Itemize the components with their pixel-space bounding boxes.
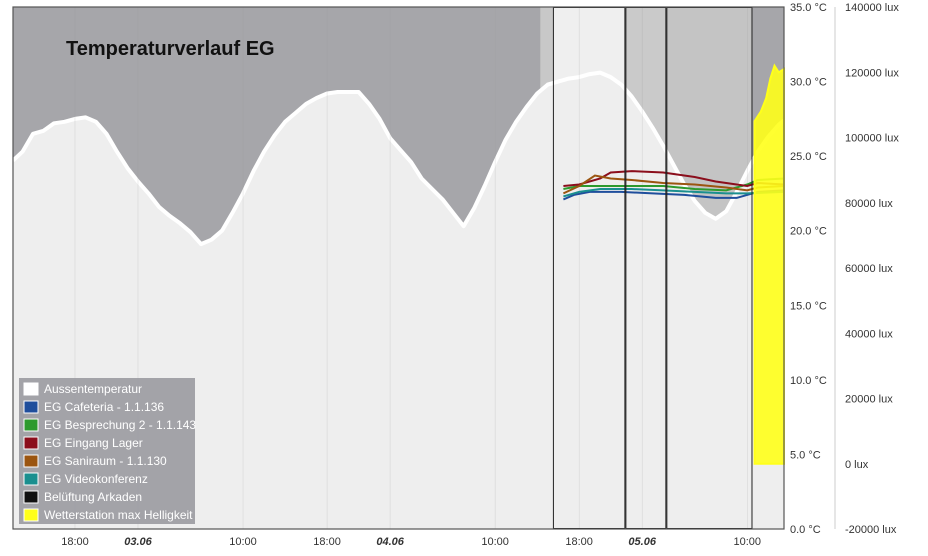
x-tick-label: 18:00 — [61, 536, 89, 548]
series-line — [562, 174, 785, 195]
legend-label[interactable]: EG Eingang Lager — [44, 436, 143, 450]
legend-box — [19, 378, 195, 524]
chart-legend: Aussentemperatur EG Cafeteria - 1.1.136 EG… — [19, 378, 196, 524]
brightness-series — [753, 63, 785, 465]
x-tick-label: 04.06 — [376, 536, 404, 548]
y-tick-label-lux: 0 lux — [845, 459, 869, 471]
legend-swatch[interactable] — [23, 418, 39, 432]
series-line — [563, 170, 785, 188]
y-tick-label-lux: 60000 lux — [845, 263, 893, 275]
plot-frame — [12, 6, 785, 530]
legend-label[interactable]: Wetterstation max Helligkeit — [44, 508, 193, 522]
x-tick-label: 18:00 — [565, 536, 593, 548]
x-tick-label: 18:00 — [313, 536, 341, 548]
y-tick-label-lux: 140000 lux — [845, 2, 899, 14]
x-tick-label: 05.06 — [628, 536, 656, 548]
y-tick-label-lux: -20000 lux — [845, 524, 897, 536]
y-tick-label-temperature: 20.0 °C — [790, 226, 827, 238]
y-tick-label-temperature: 10.0 °C — [790, 375, 827, 387]
y-tick-label-lux: 20000 lux — [845, 394, 893, 406]
y-tick-label-temperature: 15.0 °C — [790, 300, 827, 312]
legend-swatch[interactable] — [23, 490, 39, 504]
legend-label[interactable]: EG Besprechung 2 - 1.1.143 — [44, 418, 196, 432]
legend-swatch[interactable] — [23, 454, 39, 468]
legend-label[interactable]: Belüftung Arkaden — [44, 490, 142, 504]
legend-swatch[interactable] — [23, 472, 39, 486]
legend-swatch[interactable] — [23, 436, 39, 450]
legend-label[interactable]: EG Cafeteria - 1.1.136 — [44, 400, 164, 414]
series-line — [563, 188, 785, 198]
chart-title: Temperaturverlauf EG — [66, 38, 275, 60]
y-tick-label-temperature: 30.0 °C — [790, 77, 827, 89]
y-tick-label-lux: 100000 lux — [845, 133, 899, 145]
legend-swatch[interactable] — [23, 508, 39, 522]
legend-label[interactable]: Aussentemperatur — [44, 382, 142, 396]
series-line — [563, 189, 785, 201]
x-tick-label: 10:00 — [229, 536, 257, 548]
x-tick-label: 10:00 — [481, 536, 509, 548]
x-tick-label: 10:00 — [733, 536, 761, 548]
y-tick-label-temperature: 25.0 °C — [790, 151, 827, 163]
outside-temperature-line — [11, 70, 786, 247]
y-tick-label-lux: 120000 lux — [845, 67, 899, 79]
y-tick-label-lux: 80000 lux — [845, 198, 893, 210]
legend-label[interactable]: EG Saniraum - 1.1.130 — [44, 454, 167, 468]
legend-swatch[interactable] — [23, 400, 39, 414]
legend-swatch[interactable] — [23, 382, 39, 396]
y-tick-label-lux: 40000 lux — [845, 328, 893, 340]
x-tick-label: 03.06 — [124, 536, 152, 548]
y-tick-label-temperature: 0.0 °C — [790, 524, 821, 536]
legend-label[interactable]: EG Videokonferenz — [44, 472, 148, 486]
y-tick-label-temperature: 35.0 °C — [790, 2, 827, 14]
y-tick-label-temperature: 5.0 °C — [790, 449, 821, 461]
